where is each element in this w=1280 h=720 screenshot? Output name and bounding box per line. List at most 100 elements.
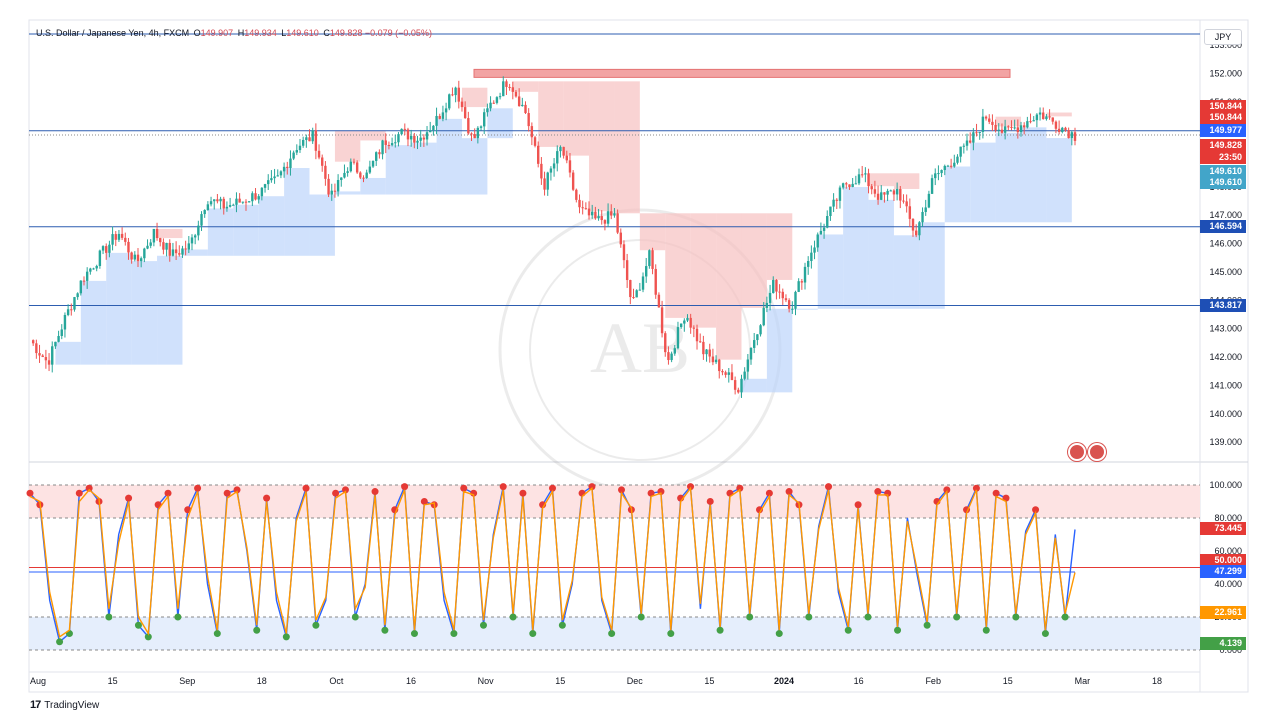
candle-body — [749, 347, 753, 360]
resistance-zone — [995, 116, 1022, 127]
time-tick-label: 15 — [704, 676, 714, 686]
candle-body — [349, 161, 353, 172]
oversold-signal-dot — [509, 613, 517, 621]
candle-body — [63, 314, 67, 330]
candle-body — [378, 152, 381, 155]
overbought-signal-dot — [756, 506, 764, 514]
price-axis-tag: 149.828 — [1200, 139, 1246, 153]
candle-body — [222, 198, 225, 209]
candle-body — [308, 137, 311, 142]
overbought-signal-dot — [85, 484, 93, 492]
support-zone — [411, 142, 437, 195]
price-tick-label: 143.000 — [1209, 324, 1242, 334]
tradingview-footer[interactable]: 17 TradingView — [30, 699, 99, 711]
open-value: 149.907 — [200, 28, 234, 38]
candle-body — [781, 291, 784, 299]
support-zone — [792, 308, 818, 310]
price-axis-tag: 150.844 — [1200, 99, 1246, 113]
candle-body — [197, 225, 200, 236]
candle-body — [263, 184, 267, 188]
candle-body — [343, 172, 346, 178]
candle-body — [899, 188, 902, 201]
oscillator-axis-tag: 22.961 — [1200, 605, 1246, 619]
price-axis-tag: 146.594 — [1200, 220, 1246, 234]
candle-body — [365, 172, 368, 178]
oversold-signal-dot — [844, 626, 852, 634]
candle-body — [591, 211, 594, 216]
candle-body — [562, 146, 565, 156]
candle-body — [895, 188, 899, 195]
overbought-signal-dot — [992, 489, 1000, 497]
oversold-signal-dot — [667, 630, 675, 638]
price-tick-label: 145.000 — [1209, 267, 1242, 277]
candle-body — [1057, 128, 1061, 132]
us-flag-event-icon[interactable] — [1068, 443, 1086, 461]
candle-body — [797, 281, 800, 292]
time-tick-label: Sep — [179, 676, 195, 686]
chart-frame — [28, 19, 1249, 693]
candle-body — [645, 266, 648, 277]
candle-body — [664, 333, 667, 353]
oscillator-tick-label: 0.000 — [1219, 645, 1242, 655]
candle-body — [816, 234, 819, 248]
time-tick-label: Mar — [1075, 676, 1091, 686]
candle-body — [429, 130, 432, 133]
overbought-signal-dot — [519, 489, 527, 497]
candle-body — [85, 271, 89, 281]
candle-body — [1003, 126, 1007, 133]
candle-body — [997, 129, 1000, 131]
candle-body — [810, 252, 813, 262]
candle-body — [1026, 121, 1029, 128]
candle-body — [336, 179, 340, 192]
candle-body — [238, 198, 241, 203]
high-value: 149.934 — [244, 28, 277, 38]
candle-body — [479, 126, 483, 128]
support-zone — [182, 249, 208, 256]
overbought-signal-dot — [972, 484, 980, 492]
resistance-zone — [589, 81, 615, 212]
oversold-signal-dot — [775, 630, 783, 638]
candle-body — [581, 207, 584, 209]
candle-body — [171, 249, 175, 256]
candle-body — [454, 87, 457, 96]
time-tick-label: 15 — [108, 676, 118, 686]
currency-button[interactable]: JPY — [1204, 29, 1242, 45]
candle-body — [959, 146, 962, 157]
oscillator-tick-label: 80.000 — [1214, 513, 1242, 523]
candle-body — [826, 216, 829, 228]
low-label: L — [281, 28, 287, 38]
candle-body — [101, 246, 105, 251]
candle-body — [937, 173, 940, 175]
candle-body — [791, 308, 794, 310]
candle-body — [775, 279, 778, 292]
candle-body — [543, 178, 546, 190]
candle-body — [330, 190, 333, 195]
candle-body — [778, 291, 781, 293]
candle-body — [848, 184, 851, 188]
candle-body — [359, 172, 362, 178]
overbought-signal-dot — [765, 489, 773, 497]
candle-body — [629, 280, 632, 298]
candle-body — [768, 293, 772, 303]
candle-body — [721, 371, 724, 373]
candle-body — [57, 335, 60, 342]
candle-body — [892, 190, 896, 195]
us-flag-event-icon[interactable] — [1088, 443, 1106, 461]
candle-body — [225, 206, 229, 209]
candle-body — [660, 307, 664, 334]
candle-body — [949, 165, 953, 167]
candle-body — [127, 241, 130, 253]
price-axis-tag: 23:50 — [1200, 150, 1246, 164]
candle-body — [908, 206, 912, 219]
candle-body — [695, 328, 699, 342]
candle-body — [689, 317, 692, 328]
candle-body — [244, 201, 248, 203]
candle-body — [762, 307, 765, 326]
candle-body — [460, 101, 464, 108]
candle-body — [724, 372, 727, 375]
candle-body — [1045, 116, 1048, 120]
candle-body — [584, 208, 588, 210]
candle-body — [444, 108, 448, 113]
price-axis-tag: 149.977 — [1200, 124, 1246, 138]
